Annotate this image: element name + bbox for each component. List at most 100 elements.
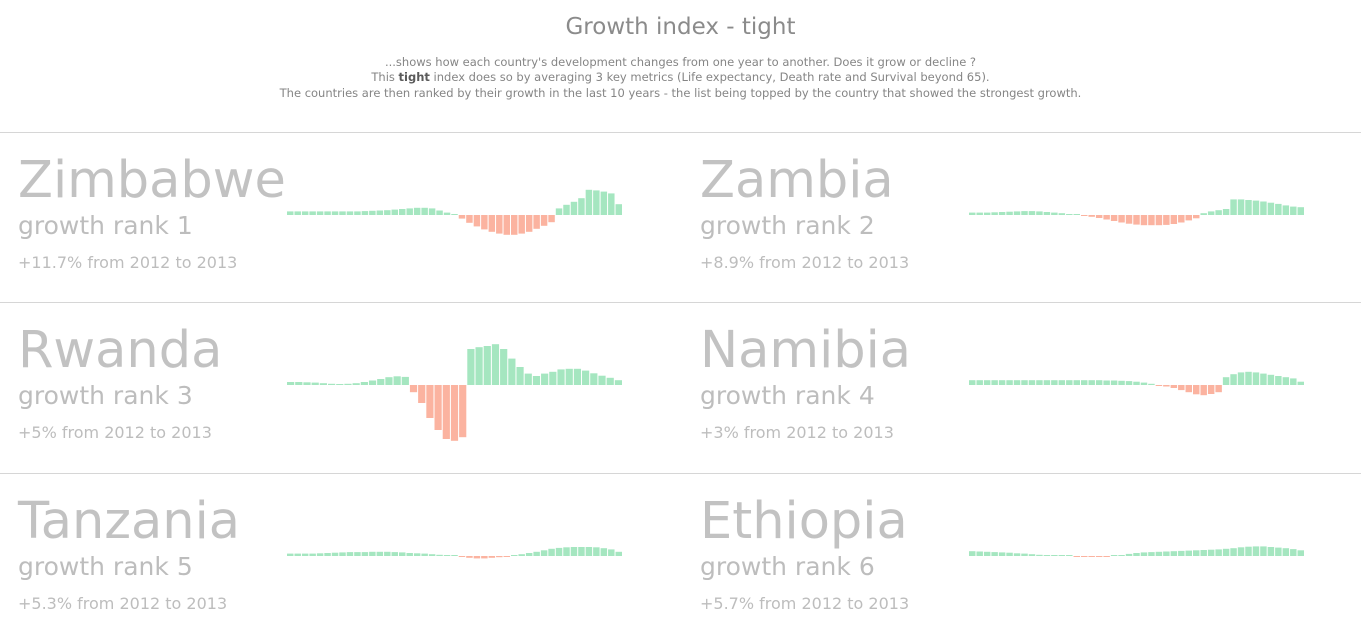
growth-bar-positive <box>969 212 976 215</box>
row-separator <box>0 473 1361 474</box>
row-separator <box>0 302 1361 303</box>
growth-bar-negative <box>1178 215 1185 223</box>
growth-bar-positive <box>532 376 541 385</box>
growth-bar-positive <box>1267 547 1275 556</box>
growth-bar-positive <box>339 211 346 215</box>
growth-bar-positive <box>327 383 336 385</box>
growth-bar-negative <box>1118 215 1125 223</box>
growth-bar-positive <box>384 210 391 215</box>
growth-bar-positive <box>443 212 451 215</box>
growth-bar-positive <box>976 380 983 385</box>
growth-bar-positive <box>1110 555 1118 556</box>
growth-bar-positive <box>991 380 998 385</box>
country-card: Zimbabwe growth rank 1 +11.7% from 2012 … <box>18 133 678 303</box>
growth-bar-positive <box>1185 550 1192 556</box>
growth-change: +3% from 2012 to 2013 <box>700 423 894 442</box>
growth-bar-negative <box>488 215 496 232</box>
growth-bar-positive <box>361 211 369 215</box>
growth-bar-negative <box>548 215 555 223</box>
growth-bar-positive <box>361 552 369 556</box>
growth-bar-positive <box>590 373 598 385</box>
growth-bar-positive <box>1155 551 1163 556</box>
growth-bar-positive <box>1170 551 1178 556</box>
growth-bar-positive <box>316 211 324 215</box>
description-line-2-bold: tight <box>398 70 430 84</box>
growth-bar-positive <box>369 210 376 215</box>
growth-rank-value: 5 <box>176 552 193 581</box>
growth-bar-positive <box>991 552 998 556</box>
growth-bar-positive <box>1021 380 1028 385</box>
growth-bar-positive <box>548 548 555 556</box>
growth-bar-positive <box>998 380 1006 385</box>
growth-bar-positive <box>354 552 361 556</box>
growth-bar-chart <box>287 189 622 235</box>
growth-bar-positive <box>376 210 384 215</box>
growth-bar-positive <box>565 368 573 385</box>
growth-bar-positive <box>1036 554 1043 556</box>
growth-bar-positive <box>324 553 331 556</box>
growth-bar-positive <box>1013 211 1021 215</box>
growth-bar-positive <box>983 380 991 385</box>
growth-bar-positive <box>1222 377 1230 385</box>
description-line-2-suffix: index does so by averaging 3 key metrics… <box>429 70 990 84</box>
growth-bar-positive <box>1207 211 1215 215</box>
growth-bar-negative <box>466 556 473 558</box>
growth-bar-negative <box>1133 215 1140 225</box>
growth-bar-negative <box>1185 385 1192 393</box>
growth-bar-positive <box>491 344 500 385</box>
growth-bar-negative <box>1170 215 1178 224</box>
country-name: Zambia <box>700 151 894 210</box>
growth-bar-negative <box>481 215 488 230</box>
growth-bar-positive <box>1230 374 1237 385</box>
growth-bar-positive <box>998 552 1006 556</box>
growth-bar-positive <box>1282 548 1290 556</box>
growth-bar-positive <box>1282 205 1290 215</box>
growth-bar-positive <box>578 547 585 556</box>
growth-rank: growth rank 2 <box>700 211 875 240</box>
growth-bar-positive <box>377 379 385 385</box>
growth-bar-positive <box>1200 550 1207 556</box>
growth-bar-positive <box>421 207 428 215</box>
growth-bar-positive <box>1252 546 1260 556</box>
growth-bar-positive <box>1267 202 1275 215</box>
growth-bar-positive <box>319 383 327 385</box>
growth-bar-positive <box>1245 200 1252 215</box>
growth-bar-negative <box>1207 385 1215 394</box>
growth-bar-positive <box>360 382 368 385</box>
growth-bar-positive <box>593 190 600 215</box>
growth-bar-positive <box>311 382 319 385</box>
growth-rank-label: growth rank <box>700 552 851 581</box>
growth-bar-positive <box>1193 550 1200 556</box>
growth-bar-negative <box>426 385 434 418</box>
growth-rank-label: growth rank <box>18 552 169 581</box>
growth-rank-value: 2 <box>858 211 875 240</box>
description-line-3: The countries are then ranked by their g… <box>279 86 1082 100</box>
growth-bar-negative <box>1215 385 1222 393</box>
growth-bar-positive <box>1290 549 1297 556</box>
growth-bar-positive <box>1237 547 1245 556</box>
growth-bar-positive <box>533 551 540 556</box>
growth-rank-value: 3 <box>176 381 193 410</box>
growth-bar-negative <box>533 215 540 229</box>
growth-bar-positive <box>525 553 533 556</box>
growth-bar-positive <box>385 377 393 385</box>
growth-bar-positive <box>1207 549 1215 556</box>
growth-bar-positive <box>1282 377 1290 385</box>
growth-bar-positive <box>287 382 295 385</box>
growth-bar-positive <box>1021 211 1028 215</box>
growth-bar-positive <box>593 547 600 556</box>
growth-bar-positive <box>1058 213 1066 215</box>
growth-rank-value: 4 <box>858 381 875 410</box>
growth-bar-positive <box>406 553 413 556</box>
growth-bar-positive <box>608 549 615 556</box>
growth-bar-positive <box>1051 212 1058 215</box>
growth-bar-negative <box>1148 215 1155 226</box>
growth-bar-positive <box>1110 380 1118 385</box>
page-header: Growth index - tight ...shows how each c… <box>0 0 1361 132</box>
growth-bar-positive <box>1058 380 1066 385</box>
growth-bar-positive <box>1290 378 1297 385</box>
growth-bar-positive <box>969 380 976 385</box>
growth-bar-positive <box>1200 213 1207 215</box>
growth-rank-label: growth rank <box>700 211 851 240</box>
growth-bar-positive <box>339 552 346 556</box>
